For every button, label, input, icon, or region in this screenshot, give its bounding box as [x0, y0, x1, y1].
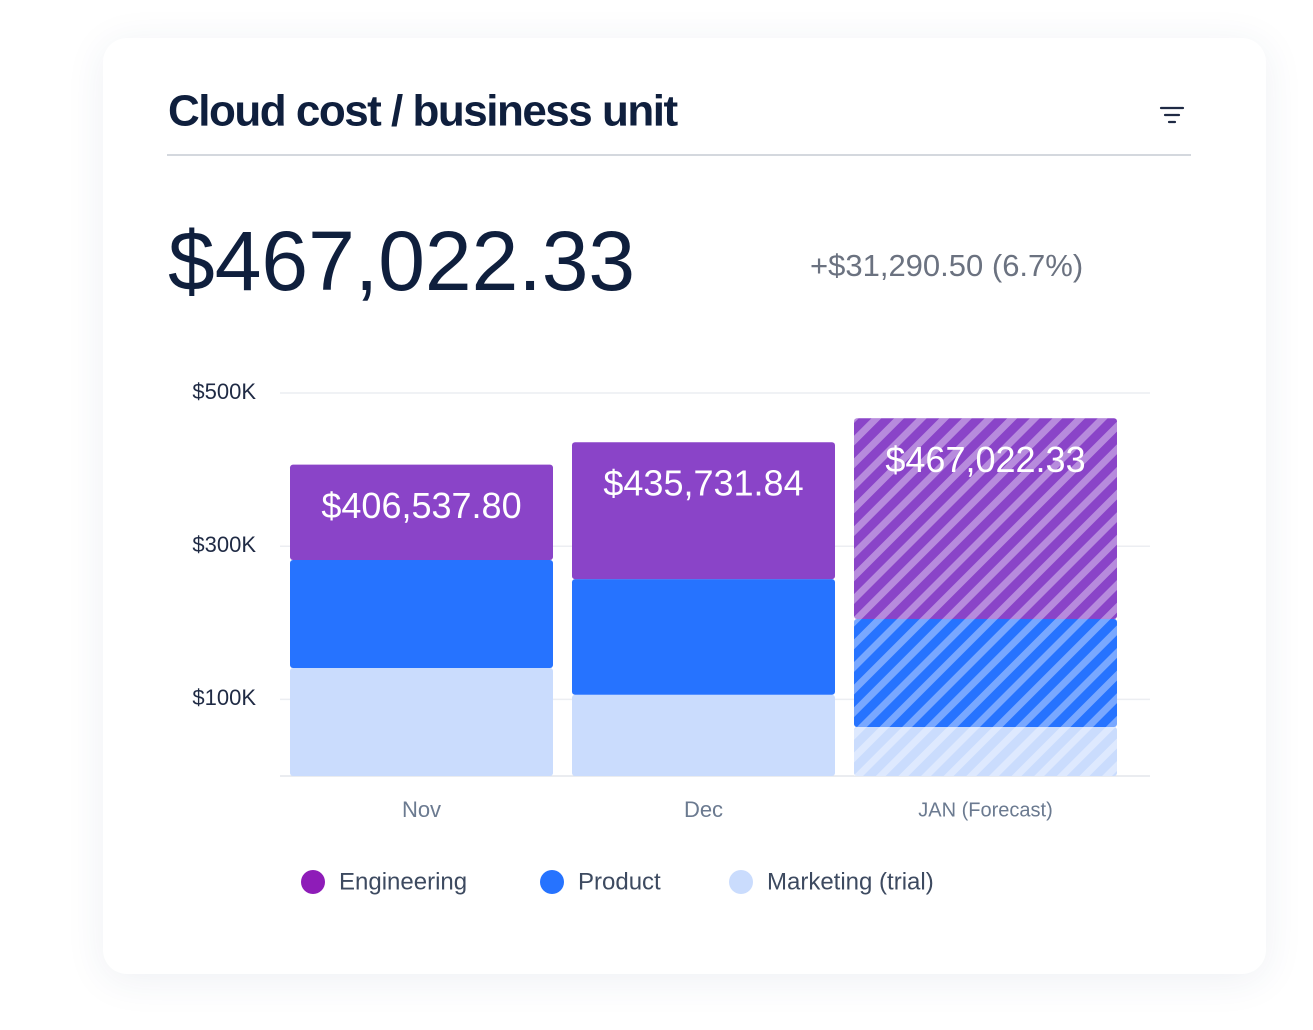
bar-segment: [572, 442, 835, 580]
x-tick-label: JAN (Forecast): [918, 799, 1052, 821]
legend-label: Product: [578, 868, 661, 895]
legend-dot: [729, 870, 753, 894]
chart-title: Cloud cost / business unit: [168, 87, 678, 136]
forecast-hatch: [854, 418, 1117, 619]
bar-segment: [572, 579, 835, 695]
y-tick-label: $300K: [192, 532, 256, 557]
forecast-hatch: [854, 726, 1117, 776]
bar-segment: [572, 694, 835, 776]
y-tick-label: $100K: [192, 685, 256, 710]
filter-icon[interactable]: [1159, 106, 1185, 124]
legend-label: Marketing (trial): [767, 868, 934, 895]
total-label: $406,537.80: [321, 485, 521, 526]
bar-segment: [290, 559, 553, 668]
x-tick-label: Dec: [684, 797, 723, 822]
y-tick-label: $500K: [192, 379, 256, 404]
total-label: $467,022.33: [885, 439, 1085, 480]
legend-dot: [301, 870, 325, 894]
x-tick-label: Nov: [402, 797, 441, 822]
legend-dot: [540, 870, 564, 894]
bar-segment: [290, 464, 553, 560]
bar-segment: [290, 667, 553, 776]
legend-label: Engineering: [339, 868, 467, 895]
change-value: +$31,290.50 (6.7%): [810, 248, 1083, 283]
forecast-hatch: [854, 618, 1117, 727]
headline-value: $467,022.33: [168, 214, 635, 308]
total-label: $435,731.84: [603, 463, 803, 504]
